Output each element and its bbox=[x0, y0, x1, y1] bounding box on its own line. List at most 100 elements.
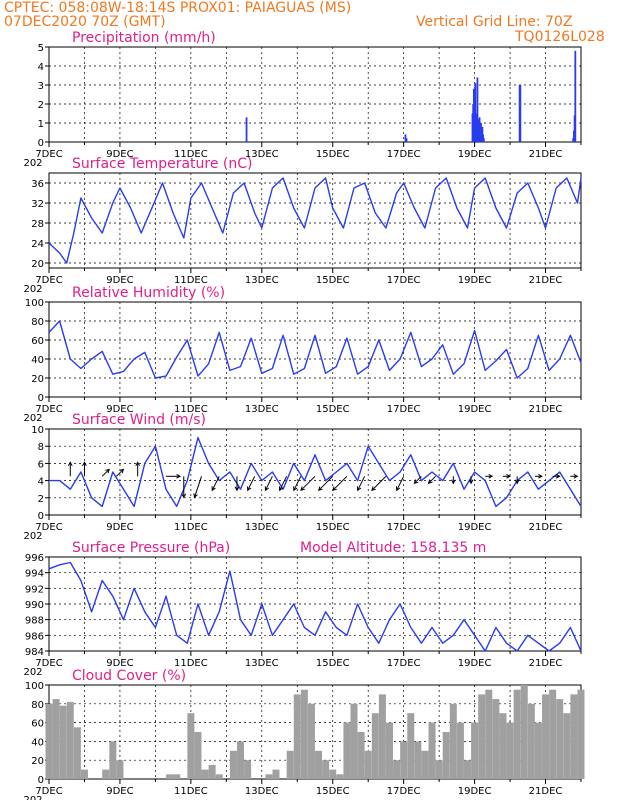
wind-vector bbox=[357, 476, 366, 491]
precip-bar bbox=[404, 134, 407, 142]
rh-xtick-label: 19DEC bbox=[458, 404, 492, 415]
cloud-xtick-label: 9DEC bbox=[106, 786, 133, 797]
cloud-bar bbox=[478, 694, 486, 779]
wind-xtick-label: 19DEC bbox=[458, 522, 492, 533]
temp-xtick-label: 21DEC bbox=[529, 275, 563, 286]
precip-ytick-label: 4 bbox=[38, 62, 44, 73]
cloud-bar bbox=[59, 705, 67, 779]
wind-vector-head bbox=[135, 461, 141, 467]
pressure-xtick-label: 15DEC bbox=[316, 658, 350, 669]
precip-bar bbox=[574, 50, 577, 142]
rh-title: Relative Humidity (%) bbox=[72, 285, 225, 301]
cloud-bar bbox=[343, 722, 351, 779]
cloud-bar bbox=[116, 760, 124, 779]
rh-xtick-label: 15DEC bbox=[316, 404, 350, 415]
wind-vector-head bbox=[82, 461, 87, 467]
precip-frame bbox=[48, 46, 582, 143]
cloud-bar bbox=[527, 703, 535, 779]
cloud-bar bbox=[102, 769, 110, 779]
rh-xtick-label: 7DEC bbox=[35, 404, 62, 415]
precip-panel: 0 1 2 3 4 5 7DEC 9DEC 11DEC 13DEC 15DEC 17DEC 19DEC 2… bbox=[23, 30, 582, 169]
wind-vector-head bbox=[488, 473, 494, 479]
header-station-info: CPTEC: 058:08W-18:14S PROX01: PAIAGUAS (… bbox=[4, 0, 352, 16]
wind-title: Surface Wind (m/s) bbox=[72, 412, 206, 428]
wind-vector bbox=[371, 475, 387, 491]
precip-xtick-label: 15DEC bbox=[316, 149, 350, 160]
pressure-xtick-label: 11DEC bbox=[174, 658, 208, 669]
wind-vector-head bbox=[211, 486, 216, 492]
rh-panel: 0 20 40 60 80 100 7DEC 9DEC 11DEC 13DEC 15DEC 17DEC… bbox=[23, 285, 582, 424]
cloud-ytick-label: 0 bbox=[38, 775, 44, 786]
cloud-bar bbox=[492, 699, 500, 779]
wind-vector-head bbox=[413, 479, 419, 485]
wind-vector-head bbox=[181, 493, 187, 499]
cloud-xtick-label: 7DEC bbox=[35, 786, 62, 797]
rh-xtick-label: 21DEC bbox=[529, 404, 563, 415]
cloud-bar bbox=[194, 732, 202, 779]
cloud-bar bbox=[187, 713, 195, 779]
precip-xtick-label: 7DEC bbox=[35, 149, 62, 160]
cloud-bar bbox=[315, 750, 323, 779]
cloud-ytick-label: 20 bbox=[31, 756, 44, 767]
pressure-xtick-label: 7DEC bbox=[35, 658, 62, 669]
cloud-bar bbox=[442, 732, 450, 779]
precip-year-label: 202 bbox=[23, 158, 42, 169]
wind-vector-head bbox=[357, 486, 362, 492]
cloud-bar bbox=[563, 713, 571, 779]
precip-xtick-label: 9DEC bbox=[106, 149, 133, 160]
wind-vector bbox=[414, 475, 422, 484]
rh-xtick-label: 11DEC bbox=[174, 404, 208, 415]
wind-vector-head bbox=[538, 473, 543, 479]
temp-series-line bbox=[48, 177, 582, 264]
rh-year-label: 202 bbox=[23, 413, 42, 424]
pressure-xtick-label: 21DEC bbox=[529, 658, 563, 669]
cloud-bar bbox=[385, 722, 393, 779]
wind-ytick-label: 8 bbox=[38, 442, 44, 453]
temp-title: Surface Temperature (nC) bbox=[72, 156, 253, 172]
wind-vector bbox=[116, 468, 124, 477]
cloud-bar bbox=[371, 713, 379, 779]
cloud-bar bbox=[414, 741, 422, 779]
temp-xtick-label: 15DEC bbox=[316, 275, 350, 286]
cloud-ytick-label: 80 bbox=[31, 700, 44, 711]
temp-xtick-label: 17DEC bbox=[387, 275, 421, 286]
temp-frame bbox=[48, 172, 582, 269]
wind-ytick-label: 4 bbox=[38, 477, 44, 488]
cloud-bar bbox=[506, 722, 514, 779]
cloud-bar bbox=[378, 694, 386, 779]
wind-panel: 0 2 4 6 8 10 7DEC 9DEC 11DEC 13DEC 15DEC 17DEC 19DEC… bbox=[23, 412, 582, 542]
precip-ytick-label: 2 bbox=[38, 100, 44, 111]
cloud-bar bbox=[407, 713, 415, 779]
cloud-bar bbox=[464, 760, 472, 779]
cloud-bar bbox=[499, 713, 507, 779]
temp-xtick-label: 13DEC bbox=[245, 275, 279, 286]
header-model-id: TQ0126L028 bbox=[515, 29, 605, 45]
pressure-year-label: 202 bbox=[23, 667, 42, 678]
precip-bar bbox=[482, 138, 485, 142]
precip-bar bbox=[405, 138, 408, 142]
cloud-bar bbox=[244, 760, 252, 779]
cloud-bar bbox=[570, 694, 578, 779]
cloud-bar bbox=[229, 750, 237, 779]
cloud-xtick-label: 15DEC bbox=[316, 786, 350, 797]
rh-ytick-label: 20 bbox=[31, 374, 44, 385]
pressure-annotation: Model Altitude: 158.135 m bbox=[300, 540, 486, 556]
wind-series-line bbox=[49, 436, 582, 508]
wind-vector-head bbox=[293, 486, 298, 492]
wind-vector-head bbox=[105, 468, 110, 474]
rh-xtick-label: 17DEC bbox=[387, 404, 421, 415]
cloud-bar bbox=[513, 689, 521, 779]
header-run-date: 07DEC2020 70Z (GMT) bbox=[4, 14, 166, 30]
wind-xtick-label: 7DEC bbox=[35, 522, 62, 533]
cloud-bar bbox=[300, 689, 308, 779]
cloud-bar bbox=[428, 722, 436, 779]
cloud-bar bbox=[208, 764, 216, 779]
pressure-xtick-label: 17DEC bbox=[387, 658, 421, 669]
rh-ytick-label: 40 bbox=[31, 355, 44, 366]
wind-vector-head bbox=[119, 468, 125, 474]
cloud-bar bbox=[542, 694, 550, 779]
cloud-ytick-label: 100 bbox=[25, 681, 44, 692]
cloud-bar bbox=[556, 699, 564, 779]
cloud-bar bbox=[293, 694, 301, 779]
rh-series-line bbox=[48, 320, 582, 379]
